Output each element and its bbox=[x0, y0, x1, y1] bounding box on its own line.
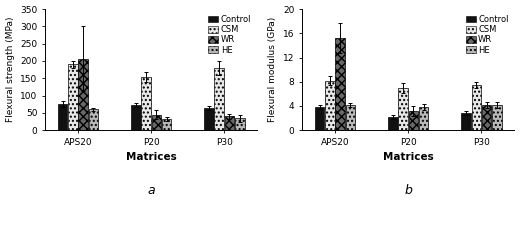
Bar bbox=[388, 117, 398, 130]
Bar bbox=[58, 104, 67, 130]
Bar bbox=[409, 111, 418, 130]
Bar bbox=[235, 118, 244, 130]
Bar bbox=[419, 107, 428, 130]
Legend: Control, CSM, WR, HE: Control, CSM, WR, HE bbox=[464, 13, 510, 56]
Y-axis label: Flexural modulus (GPa): Flexural modulus (GPa) bbox=[268, 17, 278, 122]
Bar bbox=[141, 77, 151, 130]
Bar bbox=[79, 58, 88, 130]
Bar bbox=[335, 38, 345, 130]
Bar bbox=[68, 64, 77, 130]
Bar bbox=[325, 81, 335, 130]
Bar bbox=[162, 119, 171, 130]
Legend: Control, CSM, WR, HE: Control, CSM, WR, HE bbox=[207, 13, 253, 56]
Bar bbox=[225, 116, 234, 130]
X-axis label: Matrices: Matrices bbox=[126, 152, 176, 162]
Bar bbox=[151, 115, 161, 130]
Text: b: b bbox=[405, 184, 412, 196]
Bar bbox=[88, 109, 98, 130]
X-axis label: Matrices: Matrices bbox=[383, 152, 434, 162]
Bar bbox=[204, 108, 214, 130]
Bar bbox=[398, 88, 408, 130]
Bar bbox=[472, 85, 481, 130]
Bar bbox=[315, 107, 324, 130]
Y-axis label: Flexural strength (MPa): Flexural strength (MPa) bbox=[6, 17, 15, 122]
Bar bbox=[131, 105, 140, 130]
Bar bbox=[492, 105, 502, 130]
Bar bbox=[346, 105, 355, 130]
Bar bbox=[214, 68, 224, 130]
Bar bbox=[461, 113, 471, 130]
Bar bbox=[482, 105, 491, 130]
Text: a: a bbox=[147, 184, 155, 196]
